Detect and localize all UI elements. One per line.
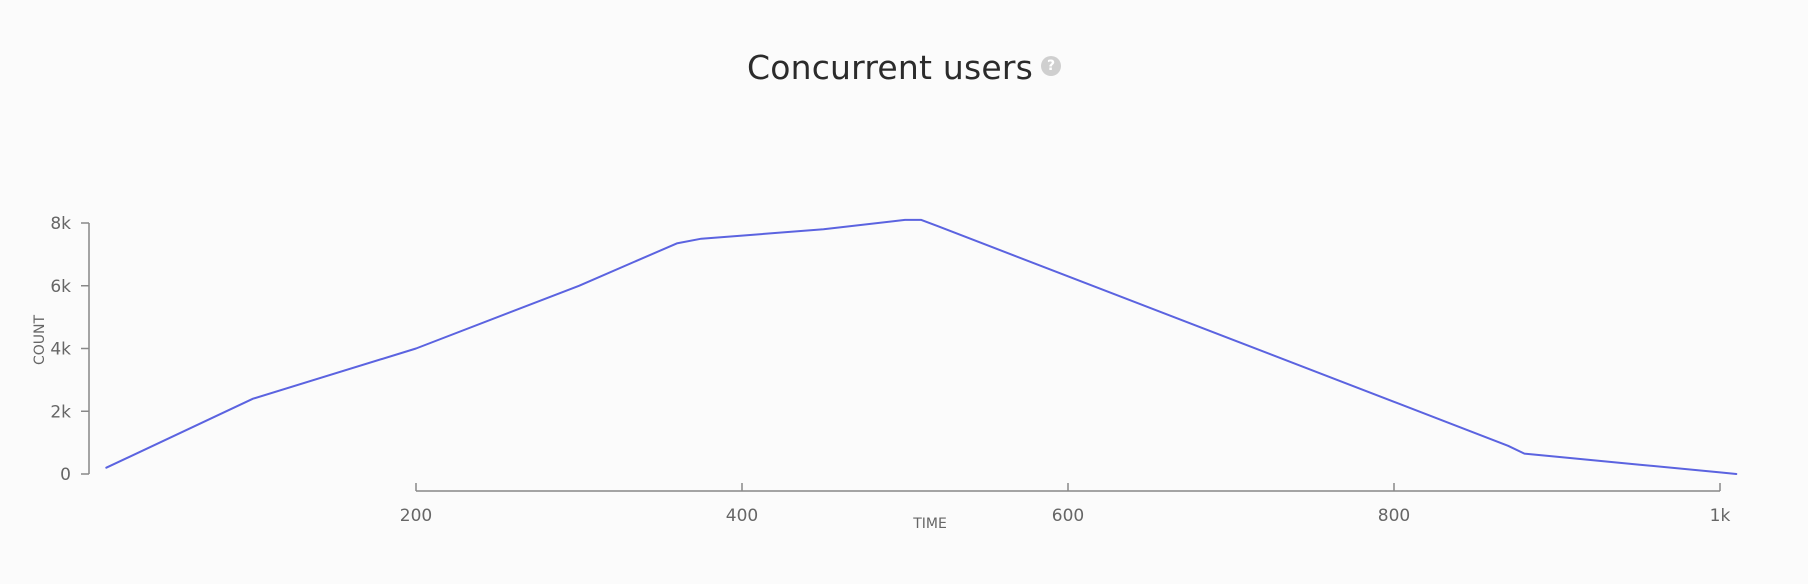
x-tick-label: 200 xyxy=(400,506,432,526)
y-axis-title: COUNT xyxy=(32,315,48,366)
y-tick-label: 6k xyxy=(50,277,71,297)
y-axis: 0 2k 4k 6k 8k xyxy=(50,214,90,485)
y-tick-label: 2k xyxy=(50,402,71,422)
y-tick-label: 8k xyxy=(50,214,71,234)
x-tick-label: 600 xyxy=(1052,506,1084,526)
series-line[interactable] xyxy=(105,218,1738,475)
y-tick-label: 4k xyxy=(50,340,71,360)
x-axis: 200 400 600 800 1k xyxy=(400,483,1731,526)
x-axis-title: TIME xyxy=(912,516,947,532)
title-row: Concurrent users? xyxy=(0,48,1808,96)
x-tick-label: 800 xyxy=(1378,506,1410,526)
question-circle-icon[interactable]: ? xyxy=(1041,56,1062,76)
chart-title: Concurrent users xyxy=(746,48,1034,87)
y-tick-label: 0 xyxy=(60,465,71,485)
x-tick-label: 1k xyxy=(1710,506,1731,526)
series-group xyxy=(105,218,1738,475)
x-tick-label: 400 xyxy=(726,506,758,526)
